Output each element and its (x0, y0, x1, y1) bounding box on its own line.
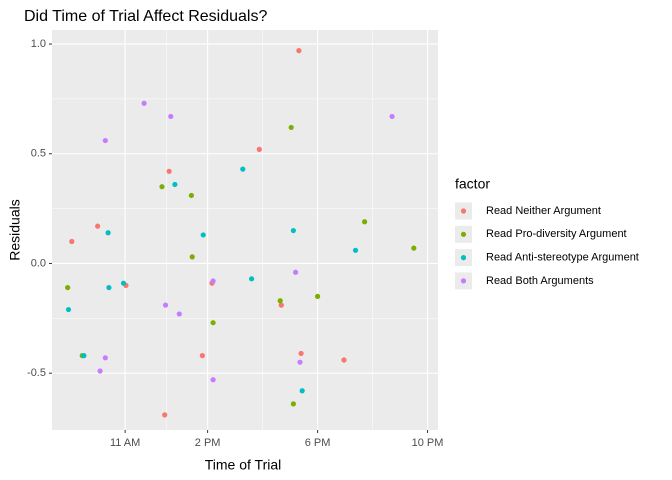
legend-label: Read Both Arguments (486, 275, 594, 287)
point (97, 368, 103, 374)
point (278, 302, 284, 308)
legend-swatch (460, 231, 467, 237)
point (210, 320, 216, 326)
point (162, 302, 169, 308)
point (288, 124, 294, 131)
legend-swatch (460, 255, 467, 261)
legend-swatch (460, 208, 467, 214)
point (298, 350, 304, 357)
point (162, 412, 168, 418)
point (95, 223, 101, 229)
legend-swatch (460, 278, 467, 284)
point (65, 306, 72, 313)
point (256, 146, 262, 152)
x-axis-title: Time of Trial (205, 457, 282, 473)
y-tick-label: 1.0 (31, 38, 46, 50)
point (120, 280, 127, 286)
point (248, 276, 255, 282)
point (141, 100, 147, 106)
point (81, 353, 87, 359)
point (361, 219, 368, 225)
x-tick-label: 11 AM (110, 437, 140, 449)
point (240, 166, 246, 172)
point (290, 401, 296, 407)
point (290, 227, 296, 234)
point (159, 184, 165, 190)
point (189, 254, 195, 260)
point (200, 232, 206, 238)
point (102, 355, 108, 361)
chart-title: Did Time of Trial Affect Residuals? (24, 8, 267, 25)
point (210, 377, 216, 383)
point (297, 359, 303, 365)
point (389, 113, 395, 120)
point (102, 137, 108, 144)
points (65, 48, 417, 418)
y-tick-label: 0.0 (31, 257, 46, 269)
x-tick-label: 6 PM (305, 437, 331, 449)
point (296, 48, 302, 54)
legend-title: factor (455, 176, 490, 192)
legend-label: Read Anti-stereotype Argument (486, 252, 639, 264)
x-tick-label: 2 PM (195, 437, 221, 449)
point (188, 192, 194, 199)
y-tick-label: 0.5 (31, 148, 46, 160)
point (341, 357, 347, 363)
point (65, 284, 71, 291)
point (299, 388, 305, 394)
point (105, 230, 111, 236)
point (106, 284, 112, 291)
point (210, 278, 216, 284)
point (168, 113, 174, 120)
point (166, 168, 172, 174)
point (199, 353, 205, 359)
legend-label: Read Neither Argument (486, 205, 601, 217)
point (176, 311, 182, 317)
x-tick-label: 10 PM (412, 437, 444, 449)
panel (52, 30, 438, 430)
point (314, 293, 321, 299)
point (352, 247, 359, 253)
y-axis-title: Residuals (7, 199, 23, 260)
y-tick-label: -0.5 (27, 367, 46, 379)
legend-label: Read Pro-diversity Argument (486, 228, 627, 240)
point (411, 245, 417, 251)
point (277, 298, 283, 304)
grid (52, 30, 438, 430)
point (292, 269, 299, 275)
point (69, 238, 75, 245)
point (172, 181, 178, 188)
